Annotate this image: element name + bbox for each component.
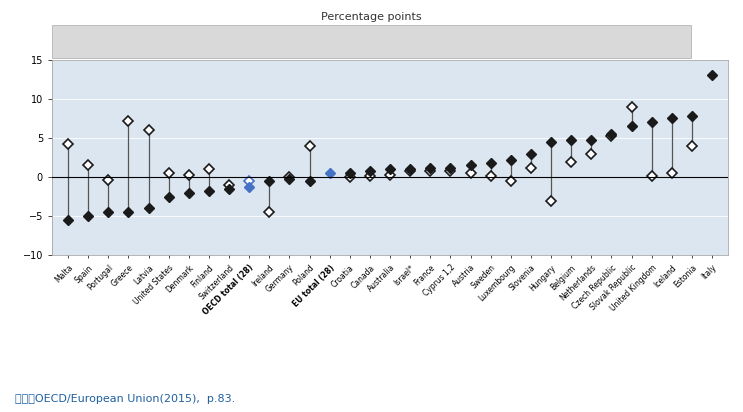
Text: Percentage points: Percentage points (321, 12, 422, 22)
Text: 자료：OECD/European Union(2015),  p.83.: 자료：OECD/European Union(2015), p.83. (15, 394, 235, 404)
Legend: Foreign-born, Native-born: Foreign-born, Native-born (270, 32, 473, 50)
